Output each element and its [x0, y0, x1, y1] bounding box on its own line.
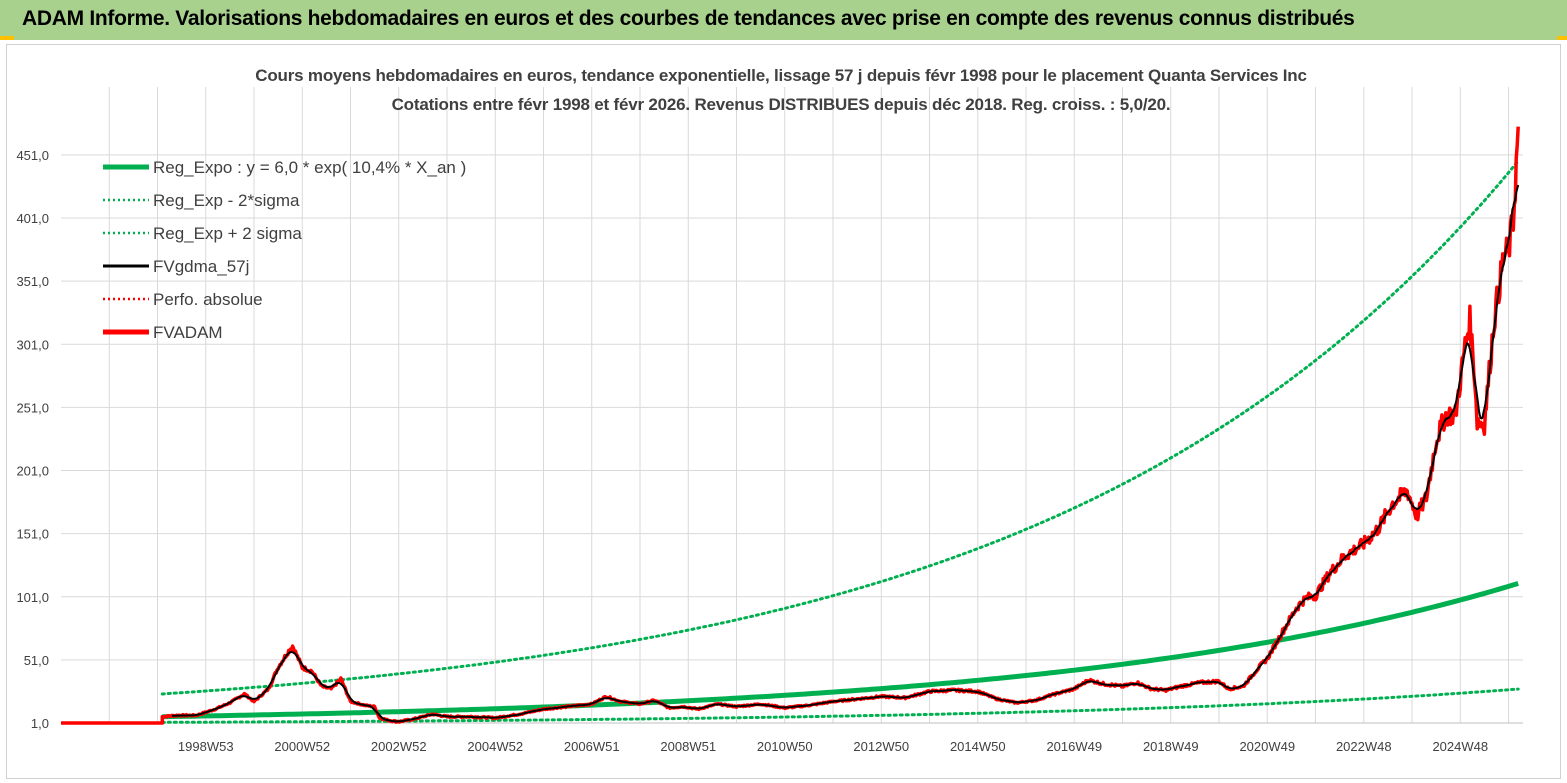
grid-layer [61, 87, 1523, 724]
chart-title-line1: Cours moyens hebdomadaires en euros, ten… [255, 66, 1306, 85]
y-axis-ticks: 1,0 51,0 101,0 151,0 201,0 251,0 301,0 351,0 401… [16, 148, 49, 731]
series-reg-expo [162, 581, 1519, 720]
series-reg-exp-plus-2-sigma [160, 159, 1520, 696]
legend-label: Reg_Exp + 2 sigma [153, 224, 302, 243]
y-tick-label: 51,0 [24, 653, 49, 668]
x-tick-label: 2010W50 [757, 739, 813, 754]
header-banner: ADAM Informe. Valorisations hebdomadaire… [0, 0, 1567, 40]
legend-label: Reg_Expo : y = 6,0 * exp( 10,4% * X_an ) [153, 158, 466, 177]
x-tick-label: 2014W50 [950, 739, 1006, 754]
series-layer [60, 126, 1520, 725]
banner-accent-left [0, 36, 14, 40]
legend-label: FVgdma_57j [153, 257, 249, 276]
x-tick-label: 2004W52 [467, 739, 523, 754]
x-tick-label: 1998W53 [178, 739, 234, 754]
series-fvadam [60, 126, 1520, 725]
legend-label: Perfo. absolue [153, 290, 263, 309]
banner-title: ADAM Informe. Valorisations hebdomadaire… [22, 7, 1355, 30]
series-reg-exp-minus-2-sigma [160, 687, 1520, 724]
x-tick-label: 2002W52 [371, 739, 427, 754]
banner-accent-right [1557, 36, 1567, 40]
legend-label: FVADAM [153, 323, 223, 342]
y-tick-label: 301,0 [16, 337, 49, 352]
chart-title-line2: Cotations entre févr 1998 et févr 2026. … [392, 95, 1171, 114]
x-tick-label: 2024W48 [1432, 739, 1488, 754]
chart-svg: Cours moyens hebdomadaires en euros, ten… [16, 66, 1523, 754]
legend: Reg_Expo : y = 6,0 * exp( 10,4% * X_an )… [103, 158, 466, 342]
y-tick-label: 451,0 [16, 148, 49, 163]
series-fvgdma-57j [171, 184, 1520, 723]
x-tick-label: 2008W51 [660, 739, 716, 754]
x-axis-ticks: 1998W53 2000W52 2002W52 2004W52 2006W51 2008W… [178, 739, 1488, 754]
x-tick-label: 2018W49 [1143, 739, 1199, 754]
x-tick-label: 2016W49 [1046, 739, 1102, 754]
y-tick-label: 201,0 [16, 464, 49, 479]
y-tick-label: 401,0 [16, 211, 49, 226]
x-tick-label: 2000W52 [274, 739, 330, 754]
x-tick-label: 2022W48 [1336, 739, 1392, 754]
y-tick-label: 101,0 [16, 590, 49, 605]
chart-frame: Cours moyens hebdomadaires en euros, ten… [6, 44, 1561, 779]
x-tick-label: 2020W49 [1239, 739, 1295, 754]
x-tick-label: 2012W50 [853, 739, 909, 754]
y-tick-label: 151,0 [16, 527, 49, 542]
y-tick-label: 1,0 [31, 716, 49, 731]
legend-label: Reg_Exp - 2*sigma [153, 191, 300, 210]
x-tick-label: 2006W51 [564, 739, 620, 754]
y-tick-label: 251,0 [16, 400, 49, 415]
y-tick-label: 351,0 [16, 274, 49, 289]
